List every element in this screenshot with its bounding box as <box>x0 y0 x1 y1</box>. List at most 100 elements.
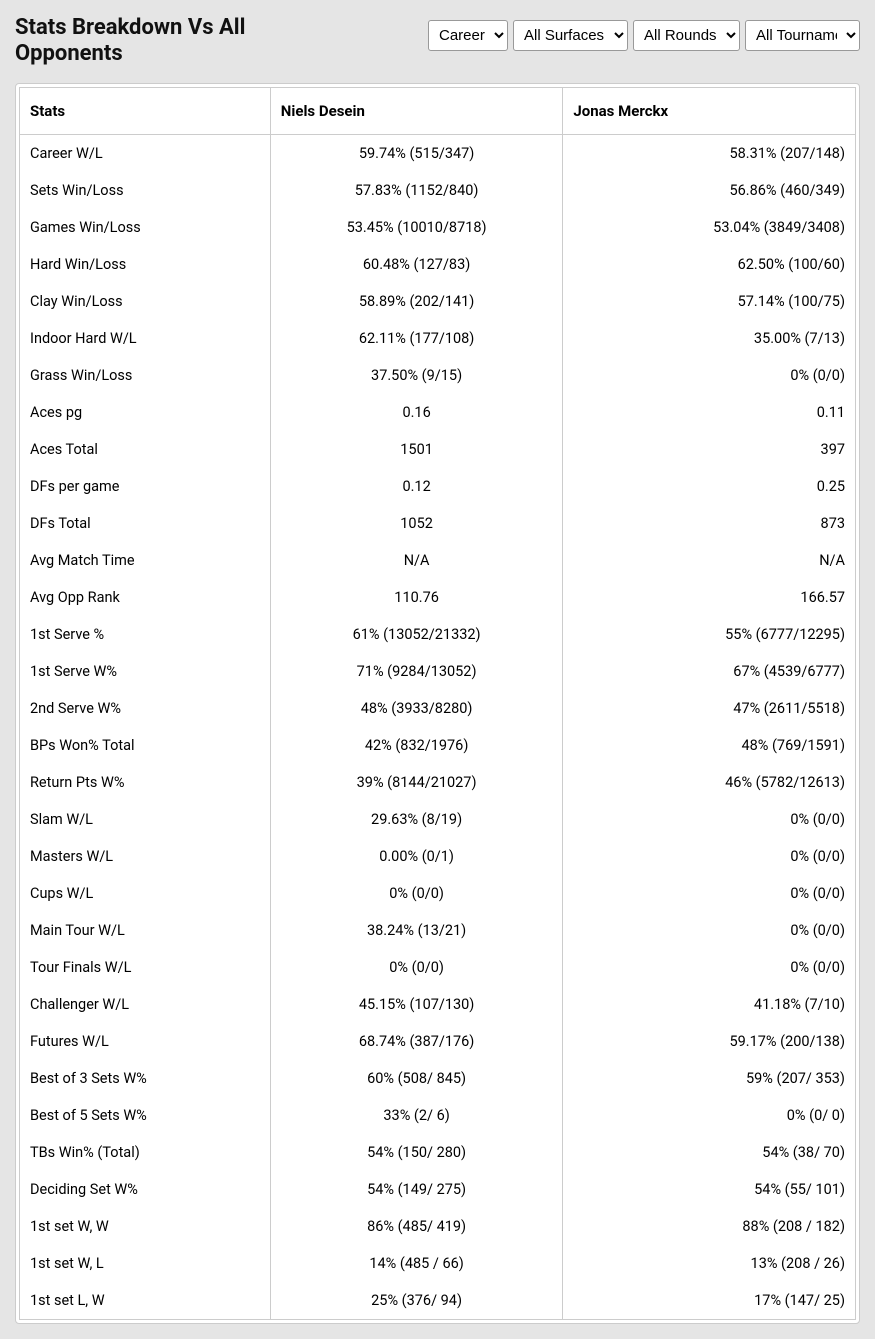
stat-label: Career W/L <box>20 134 271 172</box>
round-select[interactable]: All Rounds <box>633 20 740 51</box>
stat-label: Deciding Set W% <box>20 1171 271 1208</box>
stat-label: 1st Serve % <box>20 616 271 653</box>
filter-bar: Career All Surfaces All Rounds All Tourn… <box>428 20 860 51</box>
player2-value: 166.57 <box>563 579 856 616</box>
player1-value: 1052 <box>270 505 563 542</box>
table-row: Best of 3 Sets W%60% (508/ 845)59% (207/… <box>20 1060 856 1097</box>
stat-label: Aces Total <box>20 431 271 468</box>
player2-value: N/A <box>563 542 856 579</box>
table-row: 2nd Serve W%48% (3933/8280)47% (2611/551… <box>20 690 856 727</box>
table-row: Grass Win/Loss37.50% (9/15)0% (0/0) <box>20 357 856 394</box>
stat-label: Challenger W/L <box>20 986 271 1023</box>
period-select[interactable]: Career <box>428 20 508 51</box>
player1-value: 0.16 <box>270 394 563 431</box>
table-row: Main Tour W/L38.24% (13/21)0% (0/0) <box>20 912 856 949</box>
player1-value: 0% (0/0) <box>270 949 563 986</box>
table-row: BPs Won% Total42% (832/1976)48% (769/159… <box>20 727 856 764</box>
player1-value: 54% (150/ 280) <box>270 1134 563 1171</box>
player2-value: 0% (0/0) <box>563 912 856 949</box>
table-row: DFs Total1052873 <box>20 505 856 542</box>
player2-value: 46% (5782/12613) <box>563 764 856 801</box>
table-row: 1st Serve W%71% (9284/13052)67% (4539/67… <box>20 653 856 690</box>
table-row: Career W/L59.74% (515/347)58.31% (207/14… <box>20 134 856 172</box>
player1-value: 0% (0/0) <box>270 875 563 912</box>
player2-value: 0.11 <box>563 394 856 431</box>
table-row: Aces Total1501397 <box>20 431 856 468</box>
player2-value: 0% (0/0) <box>563 875 856 912</box>
player1-value: 0.12 <box>270 468 563 505</box>
stat-label: Sets Win/Loss <box>20 172 271 209</box>
stat-label: 1st set W, L <box>20 1245 271 1282</box>
player1-value: 38.24% (13/21) <box>270 912 563 949</box>
player1-value: 60.48% (127/83) <box>270 246 563 283</box>
player1-value: 61% (13052/21332) <box>270 616 563 653</box>
table-row: TBs Win% (Total)54% (150/ 280)54% (38/ 7… <box>20 1134 856 1171</box>
table-row: Aces pg0.160.11 <box>20 394 856 431</box>
table-row: Deciding Set W%54% (149/ 275)54% (55/ 10… <box>20 1171 856 1208</box>
player2-value: 55% (6777/12295) <box>563 616 856 653</box>
stat-label: Futures W/L <box>20 1023 271 1060</box>
player1-value: 42% (832/1976) <box>270 727 563 764</box>
player2-value: 54% (55/ 101) <box>563 1171 856 1208</box>
player2-value: 0.25 <box>563 468 856 505</box>
stat-label: Masters W/L <box>20 838 271 875</box>
tournament-select[interactable]: All Tournaments <box>745 20 860 51</box>
player2-value: 13% (208 / 26) <box>563 1245 856 1282</box>
player1-value: 58.89% (202/141) <box>270 283 563 320</box>
player1-value: 57.83% (1152/840) <box>270 172 563 209</box>
header-stats: Stats <box>20 87 271 134</box>
table-row: Best of 5 Sets W%33% (2/ 6)0% (0/ 0) <box>20 1097 856 1134</box>
header-player2: Jonas Merckx <box>563 87 856 134</box>
stat-label: Cups W/L <box>20 875 271 912</box>
player1-value: 71% (9284/13052) <box>270 653 563 690</box>
player1-value: 39% (8144/21027) <box>270 764 563 801</box>
player1-value: 86% (485/ 419) <box>270 1208 563 1245</box>
player2-value: 0% (0/0) <box>563 801 856 838</box>
player2-value: 67% (4539/6777) <box>563 653 856 690</box>
stat-label: Best of 3 Sets W% <box>20 1060 271 1097</box>
table-row: Tour Finals W/L0% (0/0)0% (0/0) <box>20 949 856 986</box>
player1-value: 62.11% (177/108) <box>270 320 563 357</box>
stat-label: Tour Finals W/L <box>20 949 271 986</box>
table-row: Cups W/L0% (0/0)0% (0/0) <box>20 875 856 912</box>
stat-label: BPs Won% Total <box>20 727 271 764</box>
table-row: 1st set W, L14% (485 / 66)13% (208 / 26) <box>20 1245 856 1282</box>
player2-value: 17% (147/ 25) <box>563 1282 856 1320</box>
player1-value: 45.15% (107/130) <box>270 986 563 1023</box>
stat-label: Avg Match Time <box>20 542 271 579</box>
stat-label: Aces pg <box>20 394 271 431</box>
player2-value: 62.50% (100/60) <box>563 246 856 283</box>
stat-label: Indoor Hard W/L <box>20 320 271 357</box>
player2-value: 0% (0/0) <box>563 357 856 394</box>
player2-value: 48% (769/1591) <box>563 727 856 764</box>
player2-value: 53.04% (3849/3408) <box>563 209 856 246</box>
stats-table: Stats Niels Desein Jonas Merckx Career W… <box>19 87 856 1320</box>
player1-value: 68.74% (387/176) <box>270 1023 563 1060</box>
stat-label: 2nd Serve W% <box>20 690 271 727</box>
stat-label: 1st set W, W <box>20 1208 271 1245</box>
stat-label: Slam W/L <box>20 801 271 838</box>
player2-value: 0% (0/0) <box>563 838 856 875</box>
table-row: Challenger W/L45.15% (107/130)41.18% (7/… <box>20 986 856 1023</box>
table-row: DFs per game0.120.25 <box>20 468 856 505</box>
stat-label: DFs per game <box>20 468 271 505</box>
stat-label: Hard Win/Loss <box>20 246 271 283</box>
table-row: Return Pts W%39% (8144/21027)46% (5782/1… <box>20 764 856 801</box>
player2-value: 41.18% (7/10) <box>563 986 856 1023</box>
header-player1: Niels Desein <box>270 87 563 134</box>
table-row: 1st set L, W25% (376/ 94)17% (147/ 25) <box>20 1282 856 1320</box>
table-row: Masters W/L0.00% (0/1)0% (0/0) <box>20 838 856 875</box>
table-row: Sets Win/Loss57.83% (1152/840)56.86% (46… <box>20 172 856 209</box>
surface-select[interactable]: All Surfaces <box>513 20 628 51</box>
player2-value: 873 <box>563 505 856 542</box>
table-row: Hard Win/Loss60.48% (127/83)62.50% (100/… <box>20 246 856 283</box>
player1-value: 25% (376/ 94) <box>270 1282 563 1320</box>
stat-label: Best of 5 Sets W% <box>20 1097 271 1134</box>
table-row: Futures W/L68.74% (387/176)59.17% (200/1… <box>20 1023 856 1060</box>
table-row: 1st Serve %61% (13052/21332)55% (6777/12… <box>20 616 856 653</box>
stat-label: Clay Win/Loss <box>20 283 271 320</box>
player1-value: 60% (508/ 845) <box>270 1060 563 1097</box>
stat-label: Grass Win/Loss <box>20 357 271 394</box>
player1-value: 110.76 <box>270 579 563 616</box>
player2-value: 0% (0/ 0) <box>563 1097 856 1134</box>
